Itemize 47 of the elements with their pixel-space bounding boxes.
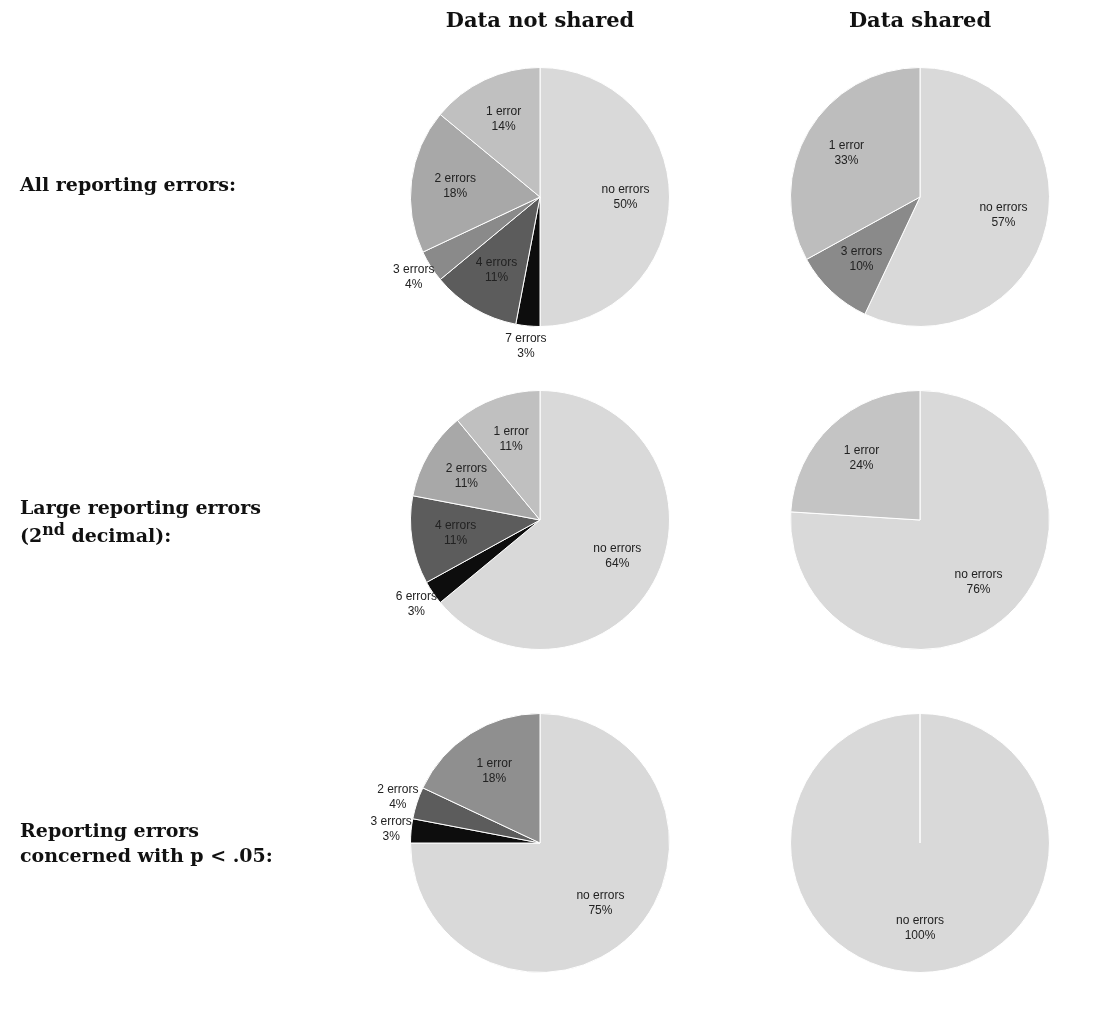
slice-label: no errors (593, 541, 642, 556)
data-label: 3% (407, 603, 426, 618)
data-label: 11% (484, 270, 509, 285)
slice-label: 2 errors (445, 461, 488, 476)
chart-title: Data shared (847, 7, 993, 32)
data-label: 100% (904, 928, 936, 943)
data-label: 3% (517, 345, 535, 360)
data-label: 18% (482, 770, 507, 785)
data-label: 50% (613, 196, 638, 211)
data-label: 64% (605, 556, 630, 571)
slice-label: no errors (601, 181, 650, 196)
slice-label: 1 error (476, 755, 512, 770)
slice-label: no errors (895, 913, 945, 928)
slice-label: 3 errors (370, 813, 412, 828)
data-label: 57% (991, 215, 1016, 230)
data-label: 75% (588, 903, 613, 918)
data-label: 11% (454, 476, 479, 491)
slice-label: 3 errors (393, 261, 435, 276)
slice-label: 6 errors (395, 588, 438, 603)
data-label: 24% (849, 457, 874, 472)
data-label: 11% (499, 439, 523, 454)
slice-label: 1 error (828, 138, 865, 153)
slice-label: 3 errors (840, 244, 883, 259)
slice-label: 7 errors (505, 330, 547, 345)
data-label: 33% (834, 153, 859, 168)
data-label: 11% (444, 533, 468, 548)
chart-title: Data not shared (444, 7, 636, 32)
data-label: 4% (405, 276, 423, 291)
data-label: 14% (491, 119, 516, 134)
slice-label: no errors (576, 888, 625, 903)
data-label: 4% (389, 796, 407, 811)
slice-label: no errors (979, 200, 1028, 215)
text: All reporting errors: (20, 172, 238, 197)
text: Reporting errors concerned with p < .05: (20, 818, 274, 868)
slice-label: no errors (954, 567, 1003, 582)
slice-label: 1 error (843, 442, 880, 457)
slice-label: 1 error (493, 424, 529, 439)
data-label: 10% (849, 259, 874, 274)
slice-label: 1 error (485, 104, 522, 119)
slice-label: 2 errors (434, 171, 476, 186)
text: Large reporting errors (2$^{nd}$ decimal): (20, 495, 262, 548)
data-label: 18% (443, 186, 468, 201)
data-label: 3% (382, 828, 401, 843)
slice-label: 4 errors (434, 518, 477, 533)
slice-label: 2 errors (377, 781, 419, 796)
data-label: 76% (966, 582, 991, 597)
slice-label: 4 errors (475, 255, 518, 270)
